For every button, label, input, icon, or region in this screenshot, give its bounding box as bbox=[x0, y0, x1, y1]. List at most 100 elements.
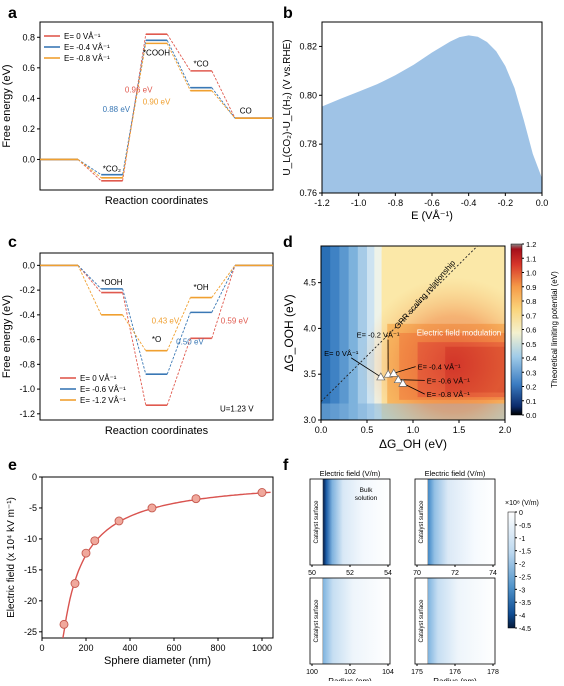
colorbar-tick-label: 0.9 bbox=[526, 283, 536, 292]
point-label: E= -0.8 VÅ⁻¹ bbox=[427, 390, 470, 399]
y-tick-label: 0.2 bbox=[22, 124, 35, 134]
y-tick-label: 0 bbox=[32, 472, 37, 482]
x-tick-label: 74 bbox=[489, 570, 497, 577]
connector-E= -1.2 VÅ⁻¹ bbox=[78, 265, 101, 314]
annotation: 0.90 eV bbox=[143, 97, 171, 106]
data-point bbox=[91, 537, 99, 545]
area-fill bbox=[322, 35, 542, 193]
colorbar-tick-label: 1.2 bbox=[526, 240, 536, 249]
x-tick-label: 0 bbox=[39, 643, 44, 653]
y-axis-label: Free energy (eV) bbox=[1, 295, 13, 378]
x-tick-label: 52 bbox=[346, 570, 354, 577]
y-tick-label: -0.2 bbox=[19, 285, 35, 295]
data-point bbox=[192, 495, 200, 503]
legend: E= 0 VÅ⁻¹E= -0.4 VÅ⁻¹E= -0.8 VÅ⁻¹ bbox=[44, 32, 110, 63]
legend-entry: E= -1.2 VÅ⁻¹ bbox=[80, 396, 126, 405]
x-tick-label: 1000 bbox=[252, 643, 272, 653]
x-tick-label: 0.5 bbox=[361, 425, 374, 435]
colorbar-tick-label: 0.4 bbox=[526, 354, 536, 363]
annotation: *OOH bbox=[101, 278, 123, 287]
y-tick-label: 3.0 bbox=[303, 415, 316, 425]
point-label: E= -0.6 VÅ⁻¹ bbox=[427, 376, 470, 385]
x-tick-label: 70 bbox=[413, 570, 421, 577]
colorbar-tick-label: 0 bbox=[519, 510, 523, 517]
y-axis-label: ΔG_OOH (eV) bbox=[282, 294, 296, 371]
y-axis-label: U_L(CO₂)-U_L(H₂) (V vs.RHE) bbox=[282, 39, 293, 175]
y-tick-label: 0.76 bbox=[299, 188, 317, 198]
panel-label-f: f bbox=[283, 457, 289, 474]
colorbar-label: Theoretical limiting potential (eV) bbox=[550, 271, 559, 388]
legend: E= 0 VÅ⁻¹E= -0.6 VÅ⁻¹E= -1.2 VÅ⁻¹ bbox=[60, 374, 126, 405]
legend-entry: E= 0 VÅ⁻¹ bbox=[64, 32, 101, 41]
annotation: *CO₂ bbox=[103, 165, 121, 174]
subplot-title: Electric field (V/m) bbox=[320, 469, 381, 478]
colorbar-tick-label: 1.1 bbox=[526, 254, 536, 263]
data-point bbox=[60, 620, 68, 628]
y-tick-label: 4.5 bbox=[303, 278, 316, 288]
y-tick-label: 0.6 bbox=[22, 63, 35, 73]
x-tick-label: 178 bbox=[487, 669, 499, 676]
data-point bbox=[258, 488, 266, 496]
colorbar bbox=[508, 512, 515, 628]
plot-frame bbox=[42, 477, 273, 638]
colorbar-tick-label: -1.5 bbox=[519, 549, 531, 556]
x-tick-label: -0.2 bbox=[498, 198, 514, 208]
subplot-3: Catalyst surface100102104Radius (nm) bbox=[306, 578, 394, 681]
modulation-label: Electric field modulation bbox=[417, 329, 501, 338]
x-axis-label: Radius (nm) bbox=[328, 677, 372, 681]
x-tick-label: -1.0 bbox=[351, 198, 367, 208]
connector-E= -0.6 VÅ⁻¹ bbox=[123, 289, 146, 374]
connector-E= -0.8 VÅ⁻¹ bbox=[167, 43, 190, 90]
x-tick-label: 200 bbox=[78, 643, 93, 653]
connector-E= 0 VÅ⁻¹ bbox=[212, 265, 235, 338]
surface-label: Catalyst surface bbox=[419, 500, 425, 544]
x-axis-label: Reaction coordinates bbox=[105, 425, 209, 437]
connector-E= -0.8 VÅ⁻¹ bbox=[78, 159, 101, 177]
x-tick-label: 0.0 bbox=[536, 198, 549, 208]
colorbar-tick-label: -3 bbox=[519, 587, 525, 594]
panel-label-d: d bbox=[283, 234, 293, 251]
legend-entry: E= -0.4 VÅ⁻¹ bbox=[64, 43, 110, 52]
x-tick-label: 1.0 bbox=[407, 425, 420, 435]
connector-E= 0 VÅ⁻¹ bbox=[167, 34, 190, 71]
annotation: *CO bbox=[194, 59, 209, 68]
x-tick-label: 176 bbox=[449, 669, 461, 676]
x-tick-label: -0.8 bbox=[388, 198, 404, 208]
colorbar-tick-label: 0.3 bbox=[526, 368, 536, 377]
connector-E= -1.2 VÅ⁻¹ bbox=[212, 265, 235, 297]
fit-curve bbox=[63, 492, 271, 638]
x-tick-label: 100 bbox=[306, 669, 318, 676]
y-tick-label: 3.5 bbox=[303, 369, 316, 379]
bulk-label: Bulk bbox=[360, 487, 373, 494]
panel-label-a: a bbox=[8, 5, 17, 22]
point-label: E= -0.4 VÅ⁻¹ bbox=[418, 363, 461, 372]
annotation: 0.50 eV bbox=[176, 338, 204, 347]
colorbar-tick-label: -1 bbox=[519, 536, 525, 543]
x-tick-label: 800 bbox=[210, 643, 225, 653]
colorbar-tick-label: 0.5 bbox=[526, 340, 536, 349]
heatmap-surface bbox=[321, 219, 505, 420]
x-tick-label: 2.0 bbox=[499, 425, 512, 435]
y-tick-label: -25 bbox=[24, 627, 37, 637]
annotation: 0.59 eV bbox=[221, 317, 249, 326]
y-tick-label: -5 bbox=[29, 503, 37, 513]
colorbar bbox=[511, 244, 522, 415]
surface-label: Catalyst surface bbox=[419, 599, 425, 643]
subplot-title: Electric field (V/m) bbox=[425, 469, 486, 478]
annotation: CO bbox=[240, 107, 252, 116]
point-label: E= 0 VÅ⁻¹ bbox=[324, 349, 359, 358]
x-tick-label: 1.5 bbox=[453, 425, 466, 435]
y-tick-label: 0.0 bbox=[22, 154, 35, 164]
connector-E= 0 VÅ⁻¹ bbox=[123, 293, 146, 406]
data-point bbox=[115, 517, 123, 525]
y-tick-label: -1.2 bbox=[19, 409, 35, 419]
surface-label: Catalyst surface bbox=[314, 500, 320, 544]
y-tick-label: -0.6 bbox=[19, 335, 35, 345]
surface-label: Catalyst surface bbox=[314, 599, 320, 643]
